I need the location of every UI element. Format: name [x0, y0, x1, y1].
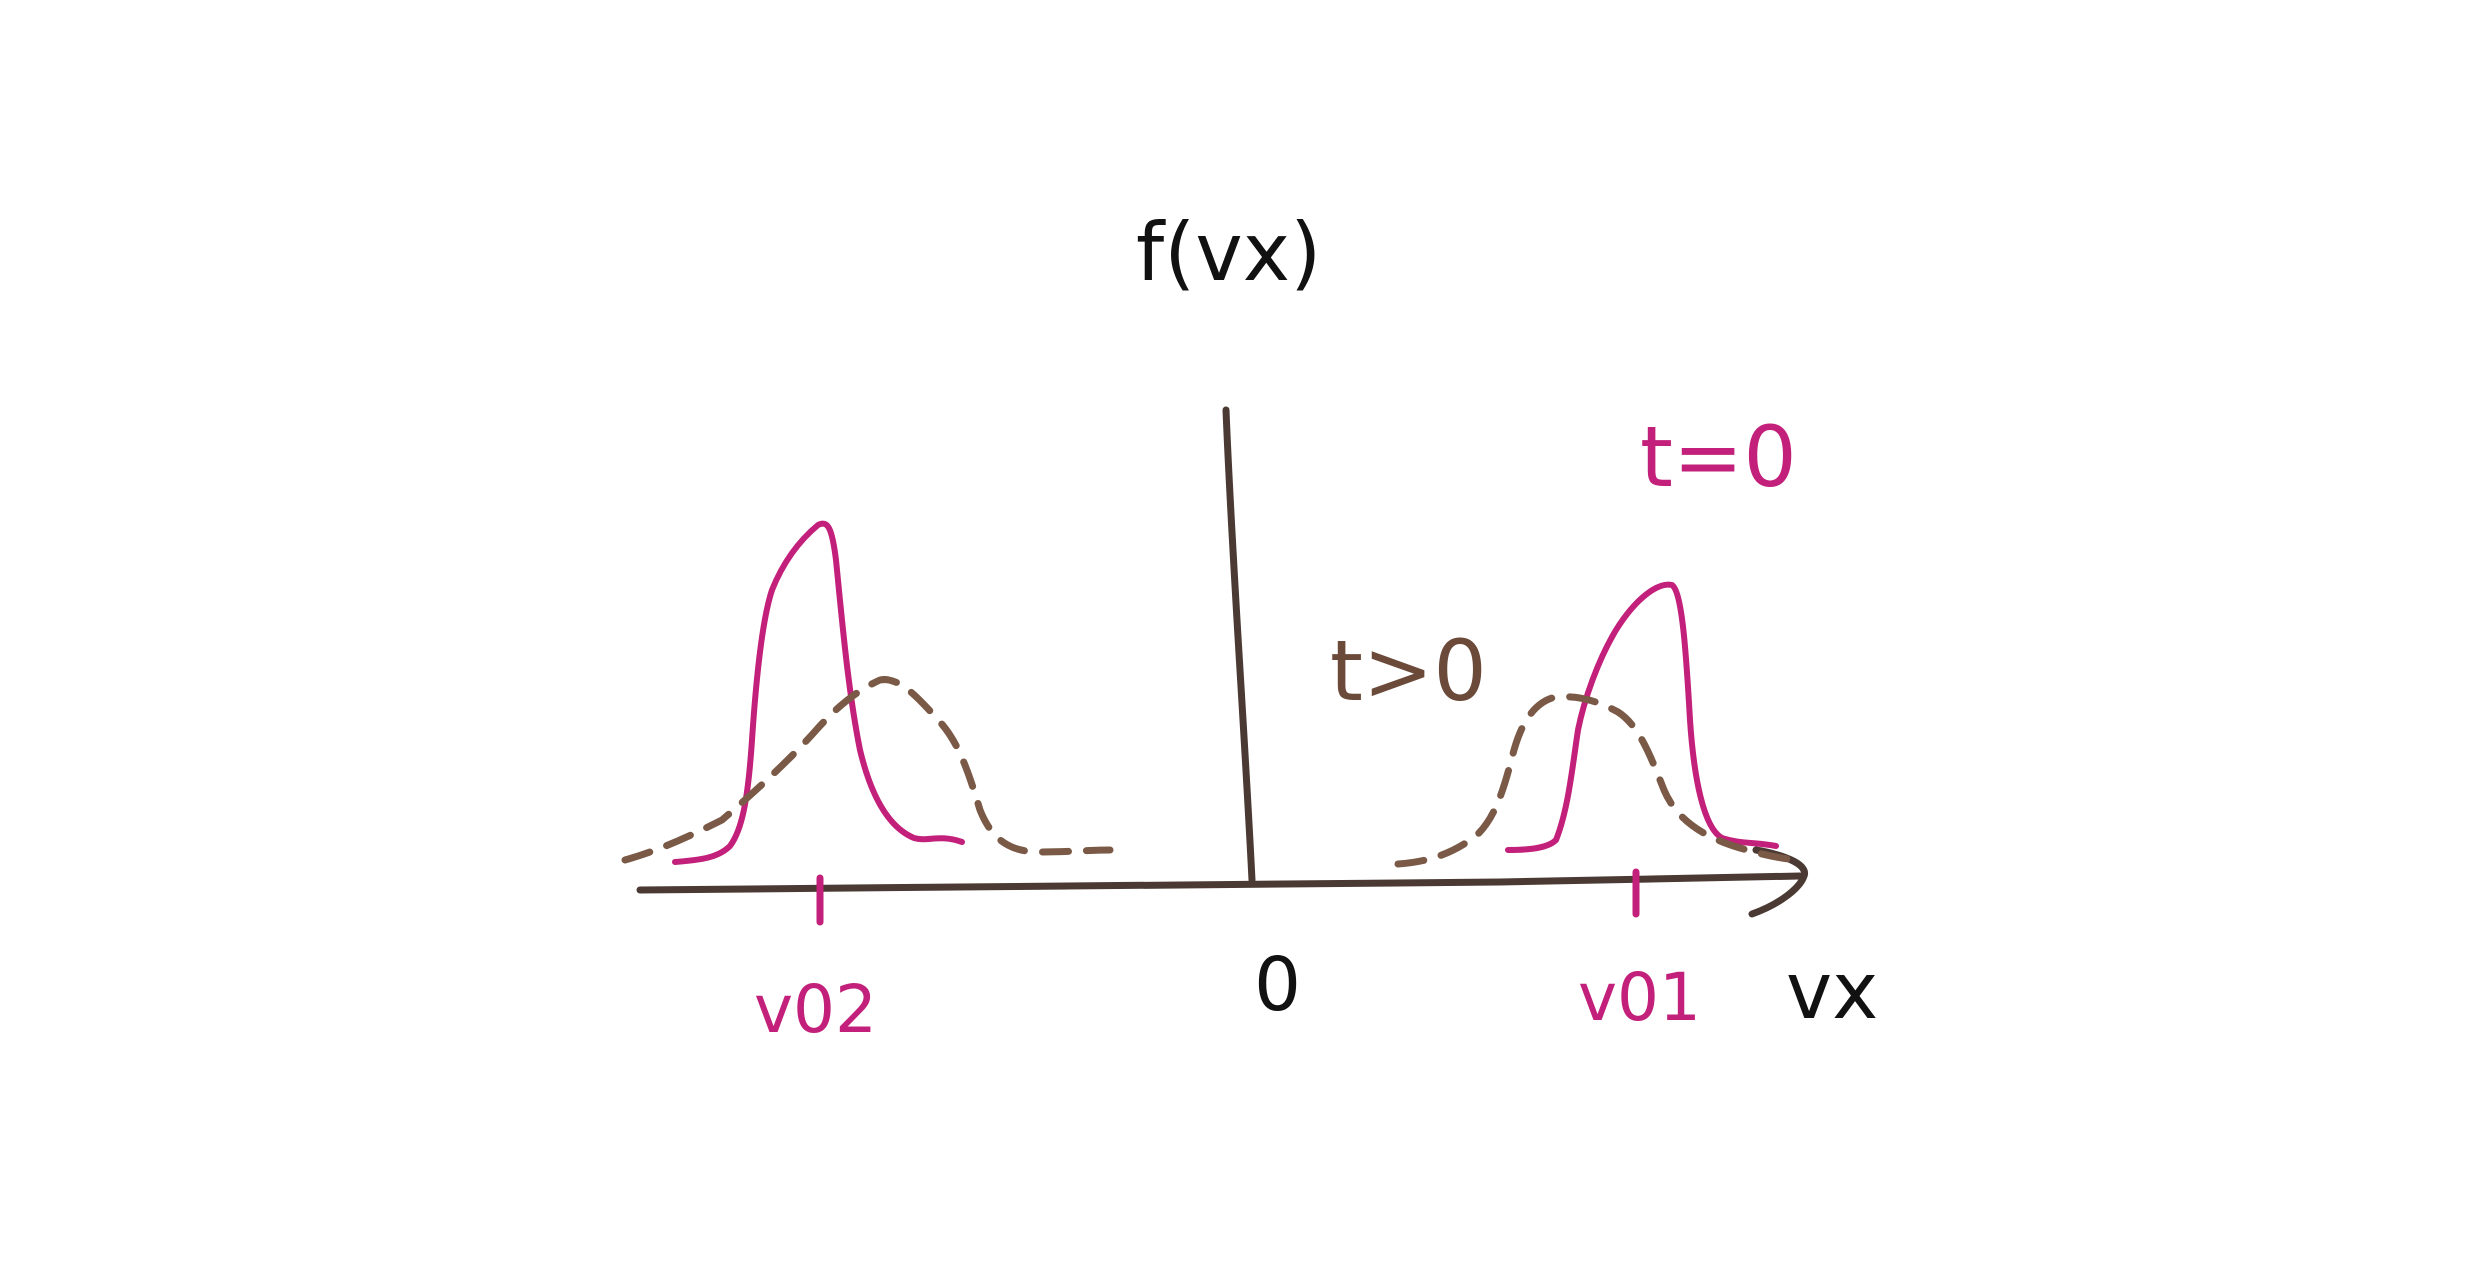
later-distribution-left [621, 676, 1114, 864]
initial-distribution-right [1505, 581, 1779, 853]
later-distribution-right [1394, 693, 1800, 868]
x-axis [636, 872, 1804, 894]
beam-2-label: v02 [754, 971, 877, 1048]
y-axis-label: f(vx) [1136, 206, 1321, 299]
time-initial-label: t=0 [1640, 408, 1797, 506]
origin-label: 0 [1254, 942, 1301, 1028]
x-axis-label: vx [1786, 947, 1878, 1037]
time-later-label: t>0 [1330, 622, 1487, 720]
initial-distribution-left [672, 520, 965, 865]
beam-1-label: v01 [1578, 959, 1701, 1036]
y-axis [1222, 406, 1256, 884]
